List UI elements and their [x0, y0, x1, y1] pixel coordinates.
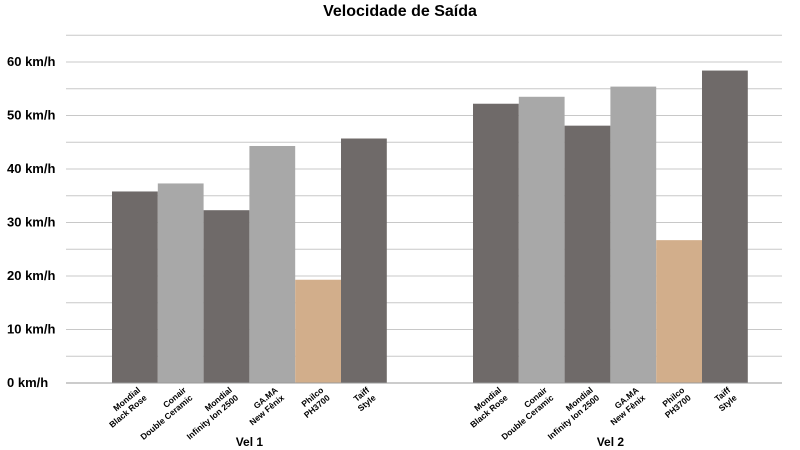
- bar: [249, 145, 296, 383]
- y-tick-label: 40 km/h: [7, 161, 55, 176]
- bar: [112, 191, 158, 383]
- y-tick-label: 50 km/h: [7, 108, 55, 123]
- y-axis-ticks: 0 km/h 10 km/h 20 km/h 30 km/h 40 km/h 50 km/…: [7, 54, 55, 390]
- x-tick-label: TaiffStyle: [710, 385, 739, 414]
- x-tick-label: TaiffStyle: [349, 385, 378, 414]
- x-tick-label: MondialBlack Rose: [101, 385, 149, 430]
- group-label: Vel 2: [597, 435, 625, 449]
- group-labels: Vel 1 Vel 2: [236, 435, 625, 449]
- bar: [341, 138, 387, 383]
- y-tick-label: 0 km/h: [7, 375, 48, 390]
- bar: [157, 183, 204, 383]
- x-axis-ticks: MondialBlack Rose ConairDouble Ceramic Mon…: [101, 384, 739, 441]
- x-tick-label: PhilcoPH3700: [656, 385, 693, 420]
- x-tick-label: GA.MANew Fênix: [241, 385, 286, 428]
- chart-title: Velocidade de Saída: [323, 3, 477, 20]
- bar: [295, 279, 341, 383]
- x-tick-label: PhilcoPH3700: [295, 385, 332, 420]
- x-tick-label: GA.MANew Fênix: [602, 385, 647, 428]
- bar: [702, 70, 748, 383]
- bar: [610, 86, 657, 384]
- group-label: Vel 1: [236, 435, 264, 449]
- bar: [656, 240, 702, 383]
- bar: [203, 210, 250, 383]
- y-tick-label: 30 km/h: [7, 215, 55, 230]
- bar: [473, 103, 519, 383]
- y-tick-label: 60 km/h: [7, 54, 55, 69]
- y-tick-label: 10 km/h: [7, 322, 55, 337]
- bars: [112, 70, 748, 384]
- bar: [518, 96, 565, 384]
- x-tick-label: MondialBlack Rose: [462, 385, 510, 430]
- y-tick-label: 20 km/h: [7, 268, 55, 283]
- bar: [564, 125, 611, 383]
